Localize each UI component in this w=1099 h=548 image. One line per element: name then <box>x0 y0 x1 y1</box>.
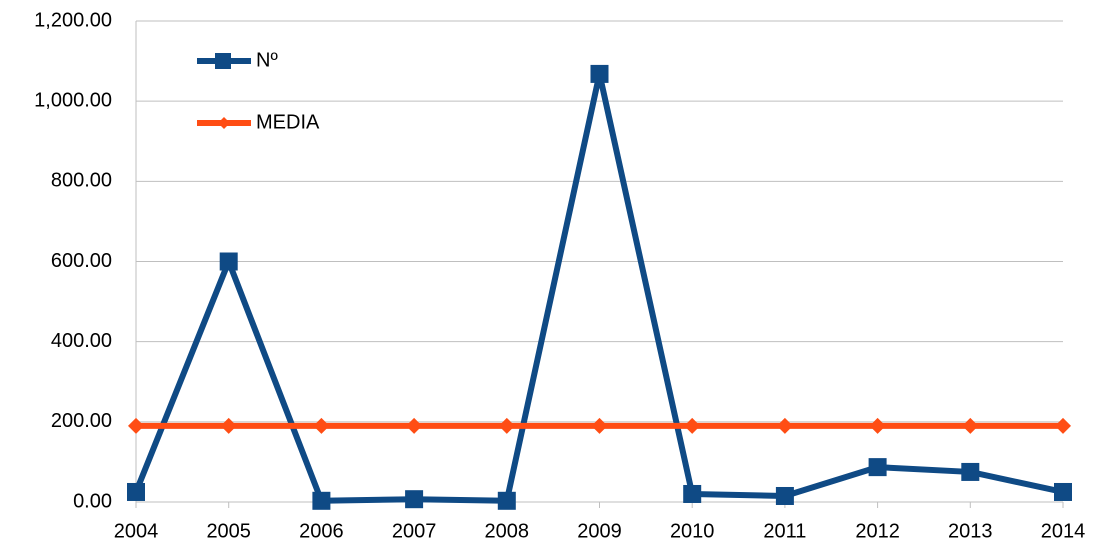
x-tick-label: 2008 <box>485 520 530 542</box>
x-tick-label: 2010 <box>670 520 715 542</box>
y-tick-label: 800.00 <box>51 170 112 192</box>
data-point <box>868 458 887 477</box>
data-point <box>406 417 423 434</box>
data-point <box>775 486 794 505</box>
y-tick-label: 1,000.00 <box>34 89 112 111</box>
data-point <box>869 417 886 434</box>
x-tick-label: 2009 <box>577 520 622 542</box>
series-line <box>133 70 1064 504</box>
legend-label: MEDIA <box>256 111 320 133</box>
x-tick-label: 2004 <box>114 520 159 542</box>
data-point <box>1055 417 1071 434</box>
data-point <box>405 490 424 509</box>
data-point <box>127 482 145 501</box>
x-tick-label: 2007 <box>392 520 437 542</box>
data-point <box>776 417 793 434</box>
legend-label: Nº <box>256 49 278 71</box>
data-point <box>684 417 701 434</box>
data-point <box>220 417 237 434</box>
x-tick-label: 2005 <box>206 520 251 542</box>
data-point <box>312 491 331 510</box>
data-point <box>219 252 238 271</box>
y-tick-label: 600.00 <box>51 250 112 272</box>
data-point <box>590 64 609 83</box>
legend-marker <box>215 53 231 69</box>
data-point <box>128 417 144 434</box>
x-tick-label: 2014 <box>1041 520 1086 542</box>
y-tick-label: 1,200.00 <box>34 9 112 31</box>
x-tick-label: 2013 <box>948 520 993 542</box>
data-point <box>497 491 516 510</box>
legend-marker <box>218 117 230 129</box>
data-point <box>498 417 515 434</box>
y-tick-label: 200.00 <box>51 410 112 432</box>
x-tick-label: 2006 <box>299 520 344 542</box>
y-tick-label: 0.00 <box>73 490 112 512</box>
data-point <box>961 462 980 481</box>
x-tick-label: 2011 <box>763 520 806 542</box>
y-tick-label: 400.00 <box>51 330 112 352</box>
x-tick-label: 2012 <box>855 520 900 542</box>
data-point <box>313 417 330 434</box>
data-point <box>962 417 979 434</box>
data-point <box>591 417 608 434</box>
data-point <box>683 484 702 503</box>
data-point <box>1054 482 1072 501</box>
